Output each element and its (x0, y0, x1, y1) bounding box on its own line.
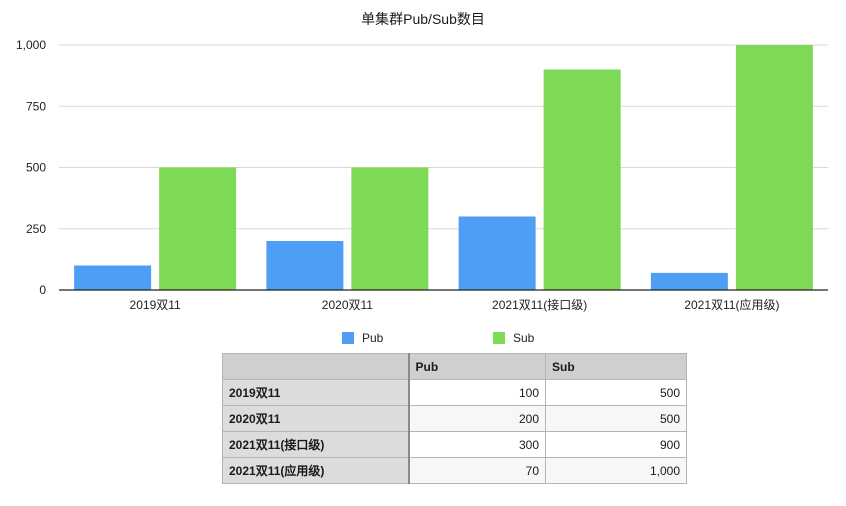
bar-sub (351, 167, 429, 290)
table-cell-sub: 500 (545, 379, 687, 406)
table-corner-cell (222, 353, 410, 380)
table-row: 2019双11 100 500 (222, 379, 687, 406)
y-tick-label: 250 (26, 222, 46, 236)
legend-swatch-sub (493, 332, 505, 344)
table-row-label: 2019双11 (222, 379, 410, 406)
table-row: 2021双11(应用级) 70 1,000 (222, 457, 687, 484)
data-table: Pub Sub 2019双11 100 500 2020双11 200 500 … (222, 353, 687, 484)
table-header-pub: Pub (408, 353, 546, 380)
x-tick-label: 2019双11 (130, 298, 181, 312)
table-header-row: Pub Sub (222, 353, 687, 380)
legend-item-pub: Pub (342, 331, 383, 345)
table-cell-pub: 300 (408, 431, 546, 458)
legend: Pub Sub (0, 331, 846, 349)
x-tick-label: 2020双11 (322, 298, 373, 312)
bar-pub (266, 241, 344, 290)
bar-pub (650, 272, 728, 290)
table-cell-pub: 100 (408, 379, 546, 406)
bar-sub (543, 69, 621, 290)
table-row: 2021双11(接口级) 300 900 (222, 431, 687, 458)
table-row-label: 2020双11 (222, 405, 410, 432)
table-row-label: 2021双11(应用级) (222, 457, 410, 484)
legend-label-sub: Sub (513, 331, 535, 345)
y-tick-label: 750 (26, 99, 46, 113)
y-tick-label: 1,000 (16, 38, 46, 52)
bar-sub (159, 167, 237, 290)
legend-label-pub: Pub (362, 331, 384, 345)
table-cell-sub: 500 (545, 405, 687, 432)
y-tick-label: 0 (39, 283, 46, 297)
bar-chart: 单集群Pub/Sub数目 0 250 500 750 1,000 2019双11 2020双1… (16, 11, 828, 312)
y-tick-label: 500 (26, 161, 46, 175)
table-row-label: 2021双11(接口级) (222, 431, 410, 458)
table-cell-sub: 900 (545, 431, 687, 458)
legend-swatch-pub (342, 332, 354, 344)
table-cell-sub: 1,000 (545, 457, 687, 484)
bar-pub (458, 216, 536, 290)
table-cell-pub: 200 (408, 405, 546, 432)
bar-sub (735, 45, 813, 290)
bar-pub (74, 265, 152, 290)
table-row: 2020双11 200 500 (222, 405, 687, 432)
legend-item-sub: Sub (493, 331, 534, 345)
x-tick-label: 2021双11(应用级) (684, 297, 779, 312)
table-header-sub: Sub (545, 353, 687, 380)
chart-title: 单集群Pub/Sub数目 (361, 11, 485, 27)
table-cell-pub: 70 (408, 457, 546, 484)
x-tick-label: 2021双11(接口级) (492, 297, 587, 312)
